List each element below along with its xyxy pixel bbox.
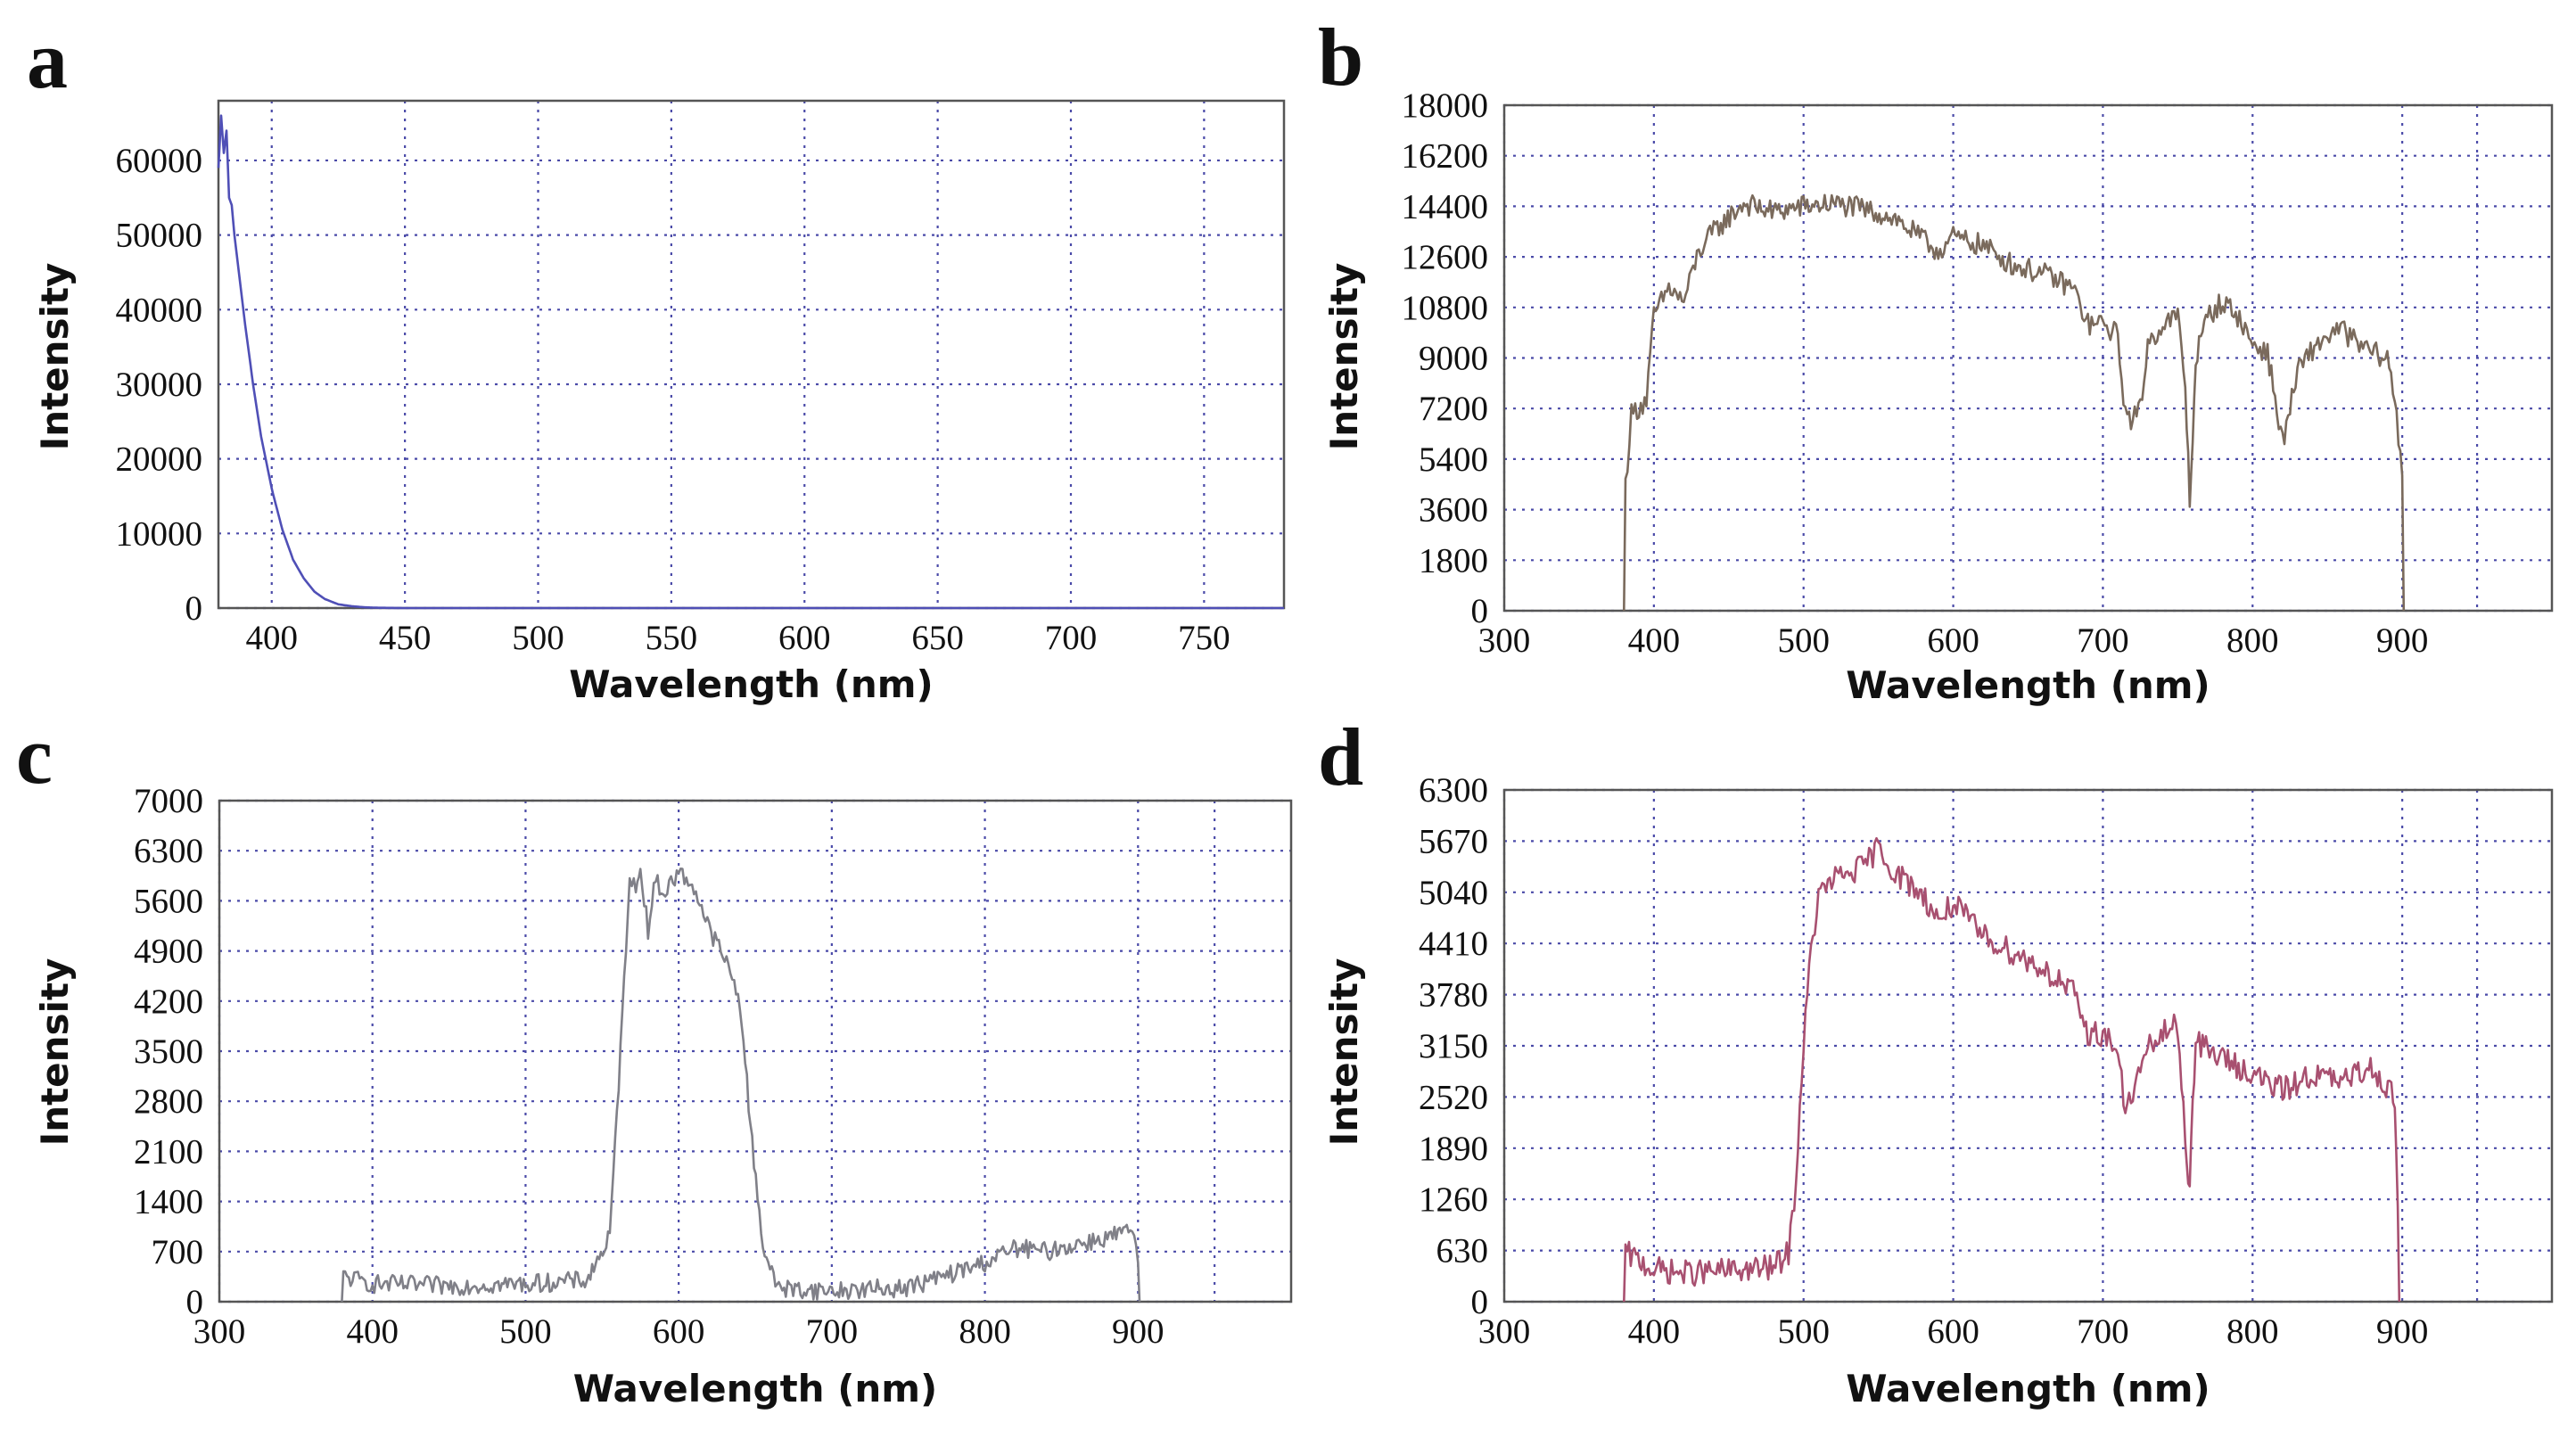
panel-label: a (27, 14, 68, 105)
x-tick-label: 700 (806, 1312, 859, 1351)
y-tick-label: 0 (1471, 1283, 1489, 1321)
plot-area: 300 400 500 600 700 800 900 0 700 1400 2100 2800 350… (33, 782, 1293, 1410)
y-tick-label: 5400 (1419, 440, 1488, 479)
plot-frame (217, 99, 1286, 610)
y-tick-label: 6300 (1419, 771, 1488, 810)
y-axis-label: Intensity (1322, 958, 1366, 1147)
y-tick-label: 4200 (134, 983, 203, 1021)
y-tick-label: 2800 (134, 1082, 203, 1121)
x-tick-label: 700 (2077, 621, 2129, 660)
y-tick-label: 3500 (134, 1032, 203, 1071)
y-tick-label: 3150 (1419, 1027, 1488, 1065)
panel-d: d 300 400 500 600 700 800 90006301260189025203… (1318, 711, 2554, 1410)
y-tick-label: 6300 (134, 832, 203, 870)
x-tick-label: 900 (2376, 621, 2429, 660)
x-tick-label: 300 (1478, 1312, 1531, 1351)
panel-label: b (1318, 12, 1363, 103)
x-tick-label: 600 (1927, 621, 1979, 660)
y-tick-label: 12600 (1402, 238, 1489, 276)
data-series-line (1623, 836, 2401, 1303)
x-tick-label: 300 (1478, 621, 1531, 660)
y-tick-label: 700 (152, 1233, 204, 1271)
x-tick-label: 500 (499, 1312, 552, 1351)
x-tick-label: 600 (778, 619, 831, 657)
y-tick-label: 10000 (116, 514, 203, 553)
y-tick-label: 3600 (1419, 491, 1488, 530)
x-tick-label: 600 (1927, 1312, 1979, 1351)
y-tick-label: 7000 (134, 782, 203, 820)
x-tick-label: 700 (2077, 1312, 2129, 1351)
x-tick-label: 500 (512, 619, 564, 657)
x-tick-label: 400 (246, 619, 299, 657)
plot-frame (1502, 788, 2554, 1303)
y-tick-label: 9000 (1419, 340, 1488, 378)
y-tick-label: 18000 (1402, 86, 1489, 125)
panel-label: c (16, 710, 53, 801)
x-tick-label: 650 (911, 619, 964, 657)
y-tick-label: 4900 (134, 933, 203, 971)
y-tick-label: 630 (1436, 1232, 1489, 1270)
y-tick-label: 3780 (1419, 976, 1488, 1015)
data-series-line (341, 867, 1141, 1303)
y-tick-label: 50000 (116, 217, 203, 255)
y-tick-label: 1890 (1419, 1130, 1488, 1168)
x-tick-label: 300 (193, 1312, 246, 1351)
x-tick-label: 700 (1045, 619, 1098, 657)
y-tick-label: 14400 (1402, 187, 1489, 226)
y-tick-label: 2520 (1419, 1078, 1488, 1116)
x-tick-label: 450 (379, 619, 432, 657)
y-axis-label: Intensity (1322, 263, 1366, 451)
x-tick-label: 800 (2226, 1312, 2279, 1351)
y-tick-label: 5040 (1419, 874, 1488, 912)
y-tick-label: 7200 (1419, 390, 1488, 428)
y-tick-label: 1260 (1419, 1180, 1488, 1219)
x-tick-label: 400 (1628, 1312, 1681, 1351)
x-axis-label: Wavelength (nm) (1846, 663, 2210, 707)
x-tick-label: 500 (1777, 621, 1830, 660)
y-tick-label: 0 (185, 589, 203, 628)
y-tick-label: 16200 (1402, 137, 1489, 176)
plot-area: 300 400 500 600 700 800 900 0 630 1260 1890 2520 315… (1322, 771, 2554, 1410)
x-axis-label: Wavelength (nm) (569, 662, 934, 706)
y-tick-label: 1800 (1419, 541, 1488, 580)
y-tick-label: 4410 (1419, 925, 1488, 963)
panel-a: a 400 450 500 550 600 650 700 750 0 10000 20000 300… (27, 14, 1286, 706)
x-tick-label: 900 (2376, 1312, 2429, 1351)
x-tick-label: 400 (1628, 621, 1681, 660)
x-tick-label: 500 (1777, 1312, 1830, 1351)
plot-area: 400 450 500 550 600 650 700 750 0 10000 20000 30000… (33, 99, 1286, 706)
x-axis-label: Wavelength (nm) (573, 1367, 938, 1410)
x-tick-label: 400 (346, 1312, 399, 1351)
y-tick-label: 5600 (134, 882, 203, 920)
y-tick-label: 2100 (134, 1132, 203, 1171)
y-tick-label: 30000 (116, 366, 203, 404)
y-axis-label: Intensity (33, 958, 77, 1147)
x-axis-label: Wavelength (nm) (1846, 1367, 2210, 1410)
x-tick-label: 550 (646, 619, 698, 657)
x-tick-label: 600 (653, 1312, 705, 1351)
y-tick-label: 1400 (134, 1183, 203, 1221)
plot-frame (218, 799, 1293, 1303)
data-series-line (1623, 193, 2406, 612)
panel-b: b 300 400 500 600 700 800 90001800360054007200… (1318, 12, 2554, 707)
y-axis-label: Intensity (33, 263, 77, 451)
data-series-line (217, 114, 1284, 610)
y-tick-label: 20000 (116, 440, 203, 479)
x-tick-label: 800 (2226, 621, 2279, 660)
y-tick-label: 60000 (116, 142, 203, 180)
y-tick-label: 40000 (116, 291, 203, 329)
plot-frame (1502, 103, 2554, 613)
panel-c: c 300 400 500 600 700 800 90007001400210028003… (16, 710, 1293, 1410)
y-tick-label: 10800 (1402, 289, 1489, 327)
y-tick-label: 0 (1471, 592, 1489, 630)
panel-label: d (1318, 711, 1363, 802)
x-tick-label: 750 (1178, 619, 1230, 657)
y-tick-label: 0 (186, 1283, 204, 1321)
y-tick-label: 5670 (1419, 822, 1488, 860)
x-tick-label: 800 (959, 1312, 1011, 1351)
x-tick-label: 900 (1112, 1312, 1165, 1351)
plot-area: 300 400 500 600 700 800 9000180036005400720090… (1322, 86, 2554, 707)
